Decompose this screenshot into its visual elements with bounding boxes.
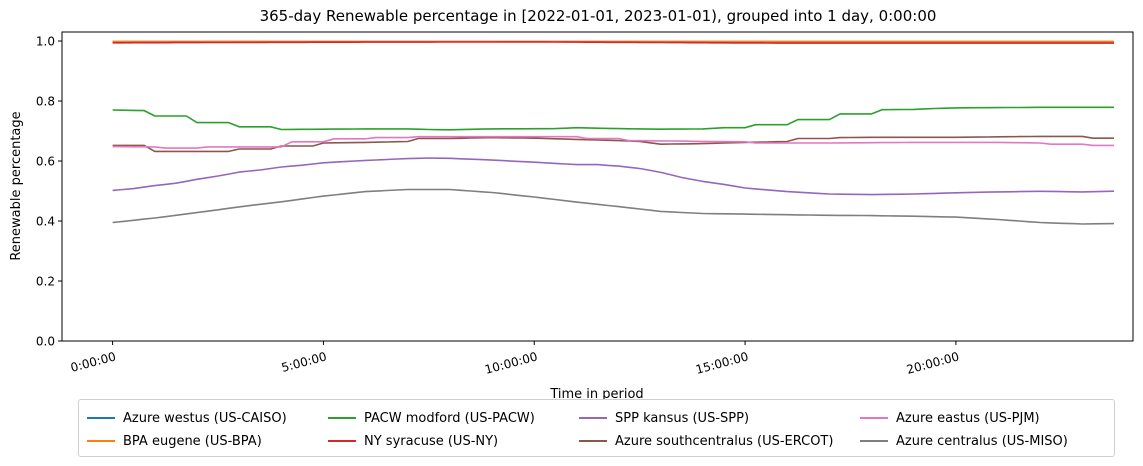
legend-swatch-1 [87,440,115,442]
x-tick-label-0: 0:00:00 [69,349,117,374]
legend-label-4: SPP kansus (US-SPP) [615,410,750,426]
legend-item-5: Azure southcentralus (US-ERCOT) [579,431,833,451]
legend-label-6: Azure eastus (US-PJM) [896,410,1040,426]
legend-swatch-6 [860,417,888,419]
legend-label-7: Azure centralus (US-MISO) [896,433,1068,449]
legend-swatch-4 [579,417,607,419]
series-line-4 [112,157,1115,196]
legend-item-4: SPP kansus (US-SPP) [579,408,749,428]
y-tick-label-2: 0.4 [36,215,55,229]
x-tick-label-3: 15:00:00 [694,349,750,376]
x-tick-label-4: 20:00:00 [905,349,961,376]
plot-frame [61,31,1134,342]
y-tick-label-0: 0.0 [36,335,55,349]
legend-swatch-2 [328,417,356,419]
plot-area [61,31,1134,342]
chart-title: 365-day Renewable percentage in [2022-01… [260,7,937,25]
legend: Azure westus (US-CAISO) BPA eugene (US-BP… [78,399,1115,457]
y-tick-label-3: 0.6 [36,155,55,169]
x-tick-label-2: 10:00:00 [483,349,539,376]
legend-item-0: Azure westus (US-CAISO) [87,408,287,428]
y-axis-label: Renewable percentage [9,111,24,260]
y-tick-label-4: 0.8 [36,95,55,109]
legend-swatch-5 [579,440,607,442]
legend-item-7: Azure centralus (US-MISO) [860,431,1068,451]
legend-label-1: BPA eugene (US-BPA) [123,433,262,449]
legend-label-5: Azure southcentralus (US-ERCOT) [615,433,834,449]
legend-swatch-3 [328,440,356,442]
x-axis: 0:00:00 5:00:00 10:00:00 15:00:00 20:00:00 [69,341,961,377]
legend-item-2: PACW modford (US-PACW) [328,408,535,428]
legend-label-3: NY syracuse (US-NY) [364,433,499,449]
series-line-6 [112,135,1114,149]
plot-background [62,32,1133,341]
legend-label-0: Azure westus (US-CAISO) [123,410,287,426]
y-tick-label-1: 0.2 [36,275,55,289]
legend-item-1: BPA eugene (US-BPA) [87,431,262,451]
legend-item-6: Azure eastus (US-PJM) [860,408,1040,428]
series-line-3 [112,41,1114,44]
x-axis-label: Time in period [549,387,643,402]
series-line-7 [112,188,1115,225]
series-layer [112,40,1115,225]
x-tick-label-1: 5:00:00 [280,349,328,374]
legend-item-3: NY syracuse (US-NY) [328,431,498,451]
legend-swatch-0 [87,417,115,419]
legend-swatch-7 [860,440,888,442]
legend-label-2: PACW modford (US-PACW) [364,410,535,426]
y-axis: 0.0 0.2 0.4 0.6 0.8 1.0 [36,35,62,349]
series-line-2 [112,106,1114,131]
y-tick-label-5: 1.0 [36,35,55,49]
